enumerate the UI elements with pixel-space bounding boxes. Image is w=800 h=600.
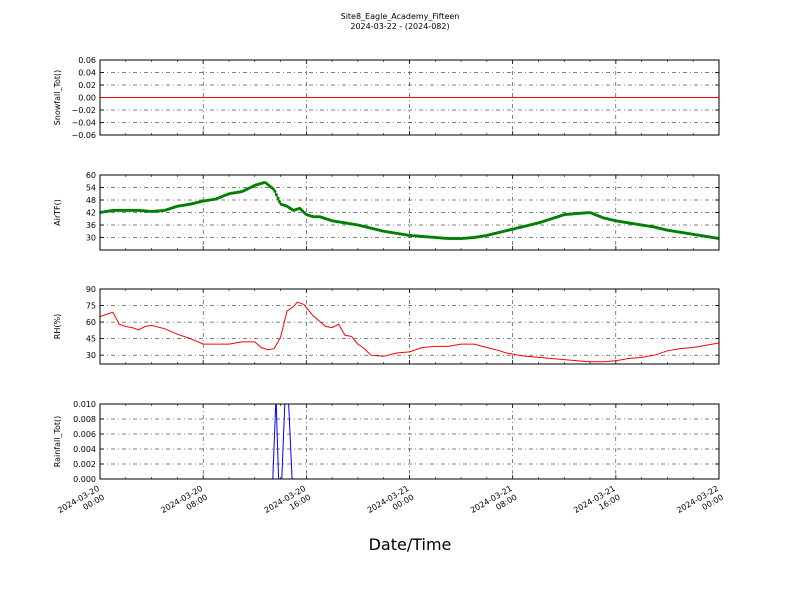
y-tick-label: 36 [86, 221, 96, 230]
y-axis-label: RH(%) [53, 314, 62, 339]
y-tick-label: 90 [86, 285, 96, 294]
panel-frame [99, 174, 720, 251]
panel-frame [99, 288, 720, 365]
y-tick-label: 48 [86, 196, 96, 205]
y-tick-label: 45 [86, 335, 96, 344]
y-axis-label: Snowfall_Tot() [53, 70, 62, 126]
panel-3: 90 75 60 45 30 RH(%) [53, 285, 720, 365]
x-axis-label: Date/Time [368, 535, 452, 554]
series-line [100, 301, 719, 363]
y-tick-label: 0.000 [73, 475, 96, 484]
y-tick-label: 60 [86, 171, 96, 180]
y-axis-label: AirTF() [53, 199, 62, 226]
figure-title-block: Site8_Eagle_Academy_Fifteen 2024-03-22 -… [0, 12, 800, 32]
data-point [271, 187, 275, 191]
y-tick-label: 60 [86, 318, 96, 327]
y-tick-label: −0.06 [71, 131, 96, 140]
y-tick-label: 42 [86, 209, 96, 218]
data-point [278, 200, 281, 204]
y-tick-label: 75 [86, 302, 96, 311]
y-tick-label: 30 [86, 234, 96, 243]
series-line [100, 404, 719, 479]
y-tick-label: 54 [86, 184, 96, 193]
y-tick-label: 0.06 [78, 56, 96, 65]
panel-frame [99, 403, 720, 480]
y-tick-label: 0.002 [73, 460, 96, 469]
y-tick-label: 0.02 [78, 81, 96, 90]
panel-1: 0.06 0.04 0.02 0.00 −0.02 −0.04 −0.06 Snowfall_… [53, 56, 720, 140]
y-tick-label: 30 [86, 351, 96, 360]
y-tick-label: 0.008 [73, 415, 96, 424]
y-tick-label: 0.010 [73, 400, 96, 409]
y-tick-label: 0.004 [73, 445, 96, 454]
panel-frame [99, 59, 720, 136]
y-axis-label: Rainfall_Tot() [53, 416, 62, 468]
panel-2: 60 54 48 42 36 30 AirTF() [53, 171, 720, 251]
figure-title: Site8_Eagle_Academy_Fifteen [340, 12, 460, 21]
y-tick-label: 0.006 [73, 430, 96, 439]
figure-subtitle: 2024-03-22 - (2024-082) [350, 22, 450, 31]
y-tick-label: −0.02 [71, 106, 96, 115]
series-markers [100, 181, 719, 240]
y-tick-label: −0.04 [71, 119, 96, 128]
chart-panels: 0.06 0.04 0.02 0.00 −0.02 −0.04 −0.06 Snowfall_… [53, 56, 720, 484]
y-tick-label: 0.04 [78, 69, 96, 78]
y-tick-label: 0.00 [78, 94, 96, 103]
data-point [273, 189, 277, 193]
data-point [274, 193, 278, 197]
panel-4: 0.010 0.008 0.006 0.004 0.002 0.000 Rainfall_T… [53, 400, 720, 484]
data-point [276, 196, 280, 200]
